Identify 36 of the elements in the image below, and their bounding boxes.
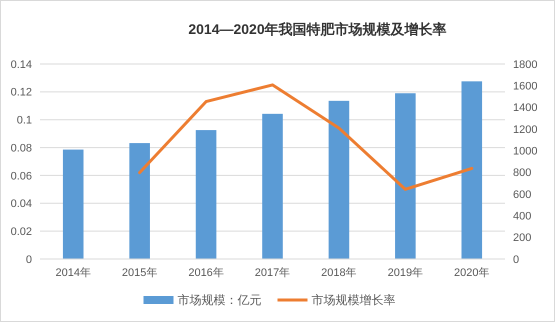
bar [328, 100, 350, 259]
y-tick-label: 0 [26, 254, 32, 266]
y-tick-label: 0.06 [10, 170, 32, 182]
x-tick-label: 2018年 [321, 267, 357, 279]
y2-tick-label: 0 [513, 254, 520, 266]
y2-tick-label: 800 [513, 167, 532, 180]
chart-title: 2014—2020年我国特肥市场规模及增长率 [188, 21, 447, 37]
legend-label: 市场规模增长率 [312, 293, 396, 308]
y2-tick-label: 1800 [513, 58, 538, 71]
y-tick-label: 0.1 [16, 114, 32, 127]
y2-tick-label: 400 [513, 210, 532, 223]
y-tick-label: 0.12 [10, 86, 32, 99]
x-tick-label: 2020年 [454, 267, 490, 279]
bar [461, 81, 482, 259]
y2-tick-label: 1400 [513, 102, 538, 114]
x-tick-label: 2015年 [122, 267, 158, 279]
line-series [138, 83, 474, 191]
y-tick-label: 0.14 [10, 58, 32, 71]
bar [262, 114, 283, 259]
y-tick-label: 0.02 [10, 226, 32, 238]
x-tick-label: 2019年 [388, 267, 424, 279]
x-tick-label: 2017年 [254, 267, 290, 279]
bar [395, 93, 416, 259]
y-tick-label: 0.04 [10, 198, 32, 210]
y2-tick-label: 600 [513, 188, 532, 201]
bar [129, 143, 150, 259]
legend-label: 市场规模：亿元 [178, 293, 262, 308]
y2-tick-label: 200 [513, 232, 532, 244]
x-tick-label: 2016年 [188, 267, 224, 279]
y2-tick-label: 1200 [513, 124, 538, 136]
bar [62, 150, 84, 259]
y-tick-label: 0.08 [10, 142, 32, 154]
y2-tick-label: 1600 [513, 80, 538, 93]
bar [196, 130, 216, 259]
y2-tick-label: 1000 [513, 146, 538, 158]
x-tick-label: 2014年 [55, 267, 91, 279]
